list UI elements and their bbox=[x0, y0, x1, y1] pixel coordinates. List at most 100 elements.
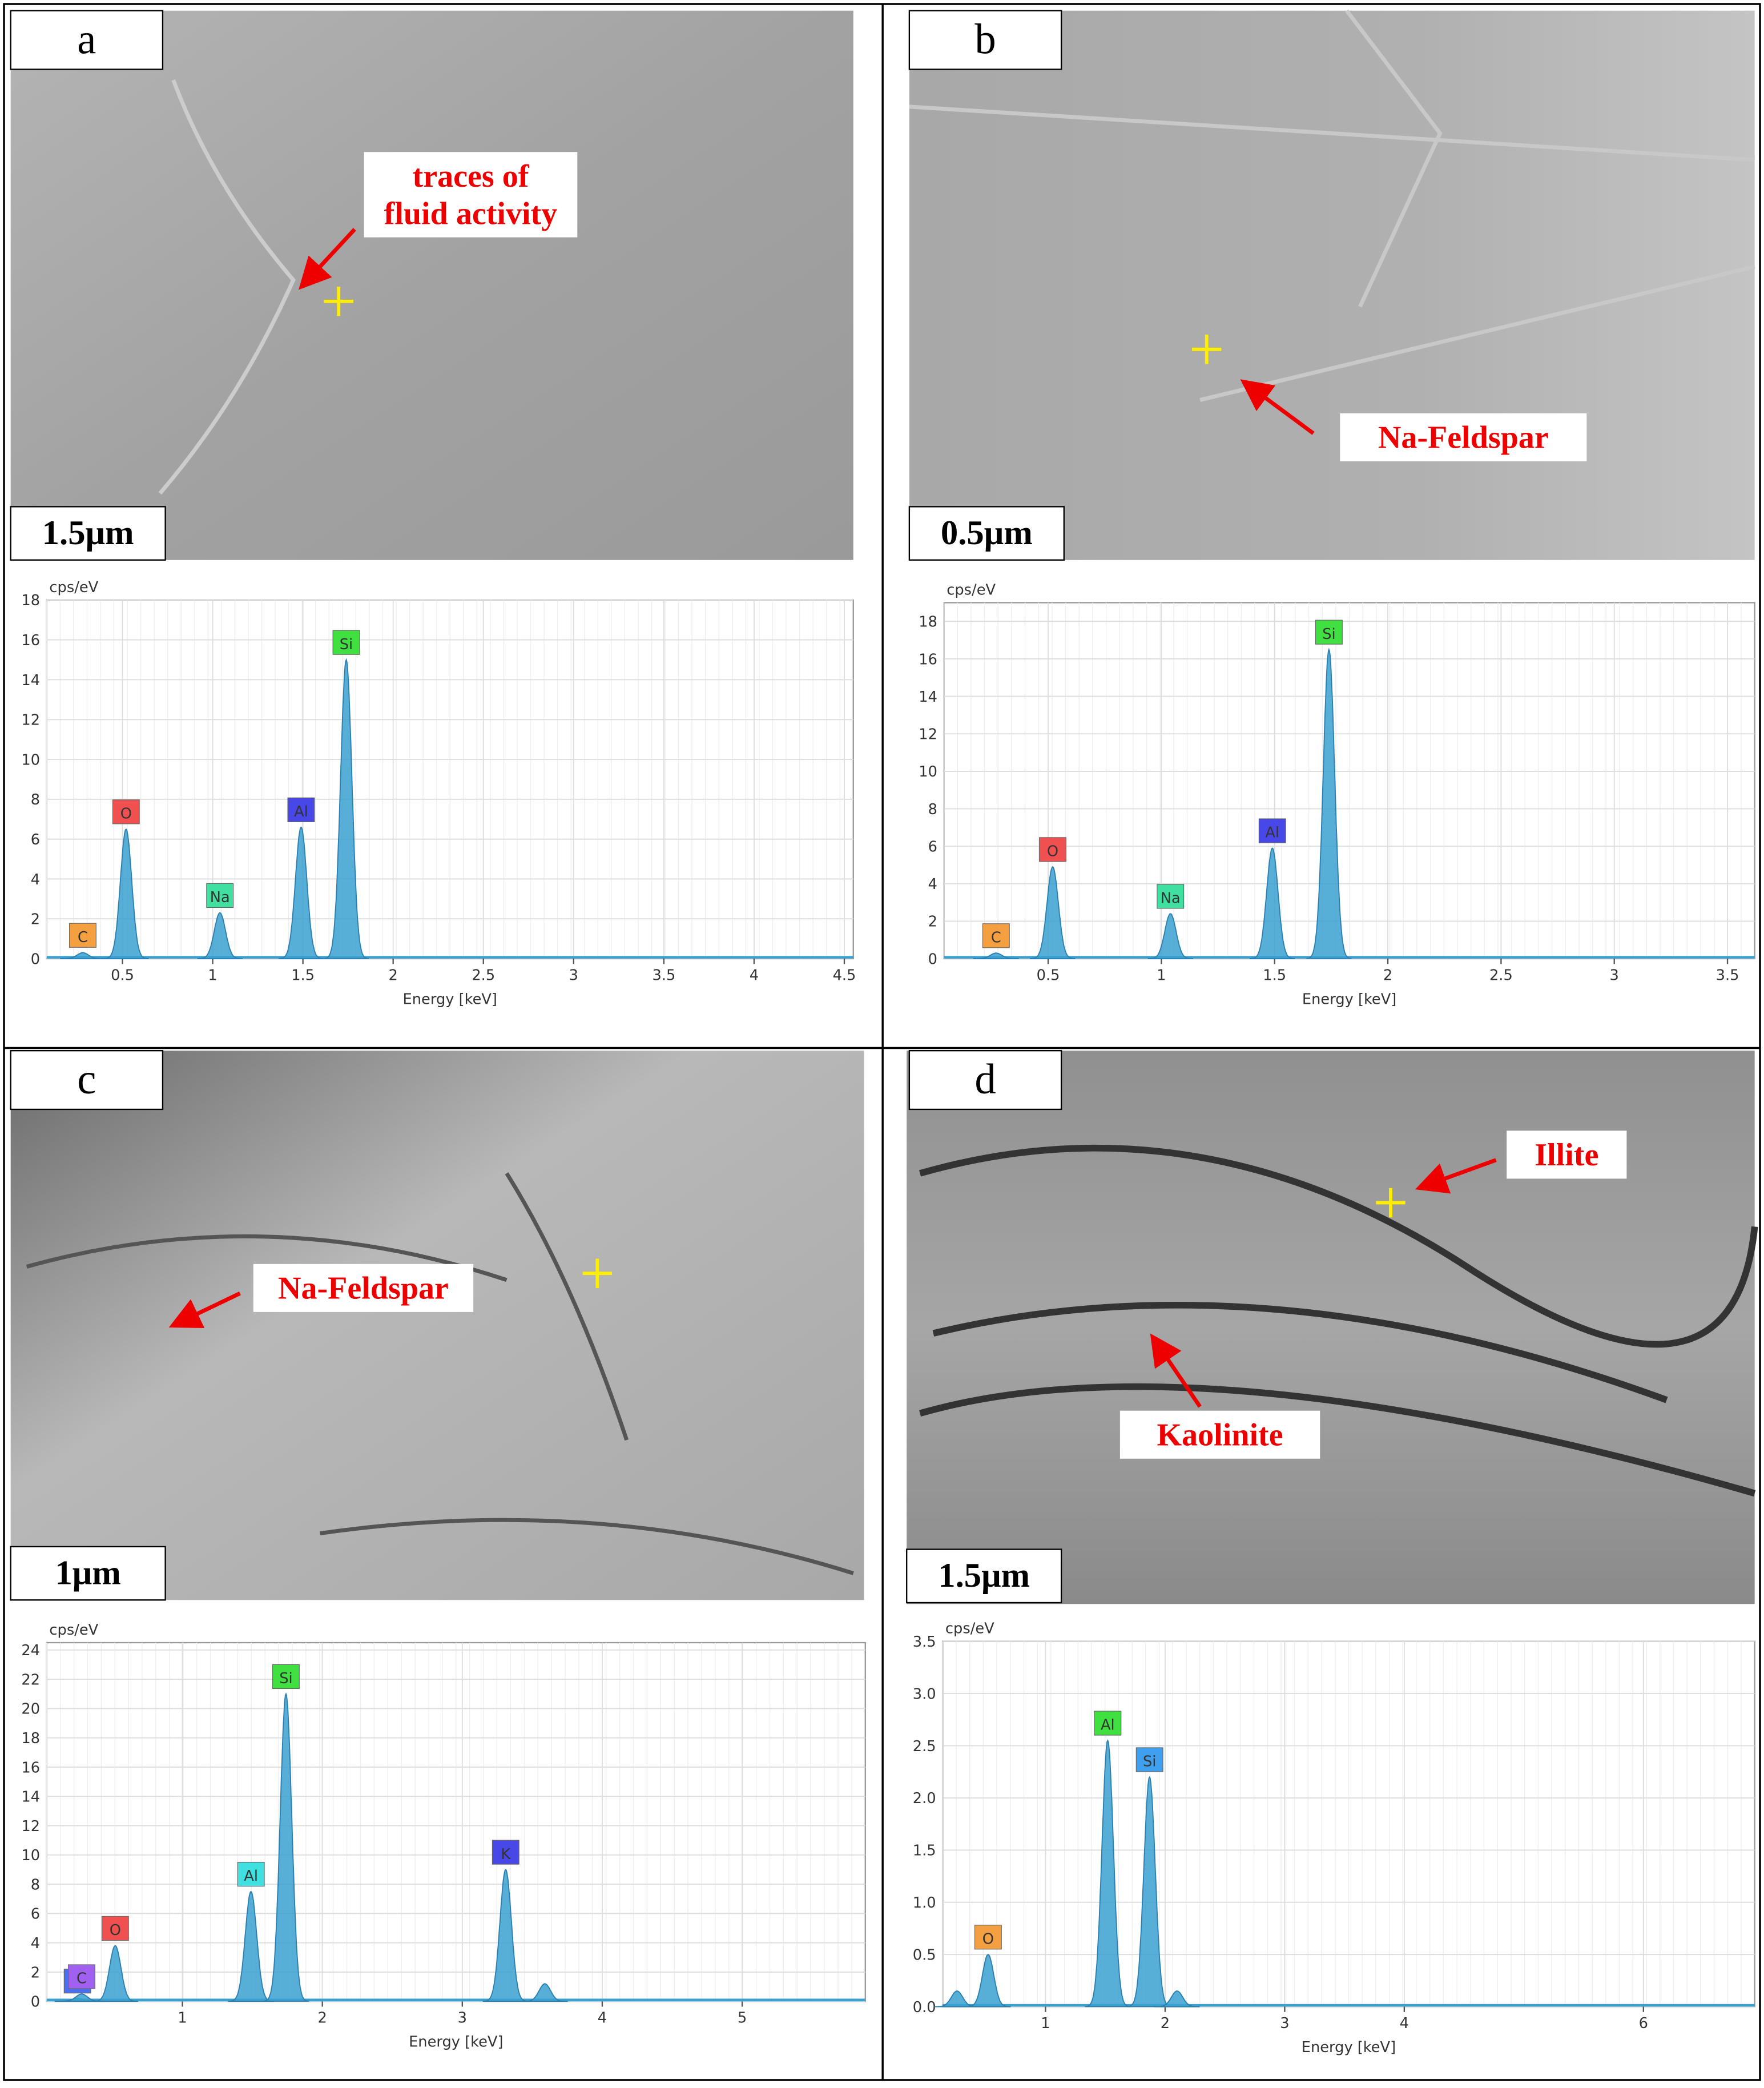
scale-box bbox=[908, 506, 1065, 561]
x-tick-label: 1 bbox=[1041, 2015, 1050, 2032]
annotation-box bbox=[1507, 1131, 1627, 1179]
letter-box bbox=[10, 10, 164, 70]
x-tick-label: 1 bbox=[1157, 967, 1166, 984]
x-axis-label: Energy [keV] bbox=[403, 991, 497, 1008]
scale-bar-label: 0.5μm bbox=[941, 514, 1033, 552]
x-tick-label: 2.5 bbox=[1489, 967, 1513, 984]
panel-letter: c bbox=[77, 1056, 96, 1103]
peak bbox=[522, 1983, 568, 2002]
peak-label: C bbox=[78, 929, 88, 946]
x-tick-label: 3 bbox=[458, 2010, 467, 2027]
panel-letter: a bbox=[77, 15, 96, 63]
peak-label-box bbox=[112, 799, 140, 824]
peak-label: Si bbox=[1322, 626, 1335, 643]
peak bbox=[1030, 866, 1076, 959]
x-tick-label: 1 bbox=[208, 967, 217, 984]
peak bbox=[973, 952, 1019, 959]
peak-label-box bbox=[101, 1916, 129, 1941]
y-tick-label: 24 bbox=[21, 1642, 40, 1659]
y-tick-label: 2.5 bbox=[913, 1738, 936, 1755]
y-tick-label: 12 bbox=[21, 712, 40, 729]
texture bbox=[909, 9, 1755, 402]
x-tick-label: 4 bbox=[750, 967, 759, 984]
peak-label-box bbox=[206, 883, 234, 908]
peak-label-box bbox=[287, 797, 315, 822]
x-tick-label: 0.5 bbox=[111, 967, 134, 984]
peak bbox=[1147, 913, 1194, 959]
y-tick-label: 1.0 bbox=[913, 1894, 936, 1912]
peak-label-box bbox=[492, 1840, 519, 1865]
letter-box bbox=[908, 10, 1062, 70]
scale-box bbox=[10, 506, 166, 561]
x-tick-label: 3 bbox=[569, 967, 578, 984]
y-tick-label: 10 bbox=[21, 1847, 40, 1864]
peak-label: C bbox=[76, 1970, 87, 1988]
peak-label: O bbox=[982, 1930, 994, 1948]
y-tick-label: 6 bbox=[31, 831, 40, 848]
peak-label-box bbox=[272, 1664, 300, 1689]
y-tick-label: 2 bbox=[31, 911, 40, 928]
scale-box bbox=[906, 1548, 1062, 1604]
x-tick-label: 6 bbox=[1639, 2015, 1648, 2032]
arrows bbox=[168, 228, 1497, 1408]
x-tick-label: 5 bbox=[738, 2010, 747, 2027]
peak-label: O bbox=[120, 806, 132, 823]
texture bbox=[919, 1145, 1758, 1497]
peak bbox=[1249, 847, 1295, 959]
x-tick-label: 1.5 bbox=[1263, 967, 1286, 984]
x-tick-label: 0.5 bbox=[1037, 967, 1060, 984]
y-tick-label: 14 bbox=[21, 1789, 40, 1806]
sem-image bbox=[10, 1051, 864, 1600]
x-axis-label: Energy [keV] bbox=[1302, 2039, 1396, 2056]
x-tick-label: 4 bbox=[598, 2010, 607, 2027]
peak bbox=[1154, 1990, 1200, 2007]
y-tick-label: 2 bbox=[928, 914, 937, 931]
peak-label-box bbox=[1039, 837, 1066, 862]
x-axis-label: Energy [keV] bbox=[409, 2034, 503, 2051]
annotation: traces of bbox=[413, 159, 530, 194]
peak-label: Na bbox=[1161, 890, 1181, 907]
peak bbox=[60, 952, 106, 959]
x-tick-label: 3 bbox=[1610, 967, 1619, 984]
scale-bar-label: 1.5μm bbox=[42, 514, 134, 552]
peak bbox=[103, 828, 149, 959]
y-tick-label: 6 bbox=[928, 838, 937, 855]
y-tick-label: 18 bbox=[919, 614, 937, 631]
y-tick-label: 16 bbox=[21, 1759, 40, 1776]
y-tick-label: 16 bbox=[21, 632, 40, 649]
y-tick-label: 0.0 bbox=[913, 1999, 936, 2016]
peak-label: Al bbox=[1101, 1717, 1115, 1734]
y-tick-label: 0 bbox=[31, 951, 40, 968]
x-tick-label: 4.5 bbox=[833, 967, 856, 984]
peak-label: O bbox=[1047, 843, 1058, 860]
peak-label-box bbox=[982, 923, 1010, 948]
x-tick-label: 1.5 bbox=[291, 967, 315, 984]
sem-image bbox=[909, 10, 1755, 560]
peak-label-box bbox=[237, 1861, 265, 1887]
y-tick-label: 0 bbox=[31, 1994, 40, 2011]
y-axis-label: cps/eV bbox=[947, 582, 996, 599]
y-tick-label: 0.5 bbox=[913, 1946, 936, 1964]
y-tick-label: 0 bbox=[928, 951, 937, 968]
peak-label-box bbox=[1094, 1711, 1122, 1736]
x-axis-label: Energy [keV] bbox=[1302, 991, 1396, 1008]
scale-box bbox=[10, 1546, 166, 1601]
letter-box bbox=[908, 1050, 1062, 1111]
peak-label-box bbox=[68, 1964, 95, 1989]
peak-label: Si bbox=[279, 1670, 292, 1687]
peak-label-box bbox=[1135, 1747, 1163, 1772]
peak bbox=[278, 826, 324, 959]
y-tick-label: 4 bbox=[31, 871, 40, 888]
x-tick-label: 2 bbox=[1383, 967, 1392, 984]
peak bbox=[323, 658, 369, 959]
peak bbox=[965, 1954, 1011, 2007]
x-tick-label: 2 bbox=[389, 967, 398, 984]
annotation-box bbox=[364, 152, 578, 238]
peak-label-box bbox=[69, 923, 96, 948]
y-tick-label: 18 bbox=[21, 1730, 40, 1747]
x-tick-label: 3 bbox=[1280, 2015, 1289, 2032]
peak-label-box bbox=[1315, 619, 1343, 645]
peak-label: C bbox=[991, 930, 1001, 947]
y-tick-label: 12 bbox=[21, 1818, 40, 1835]
